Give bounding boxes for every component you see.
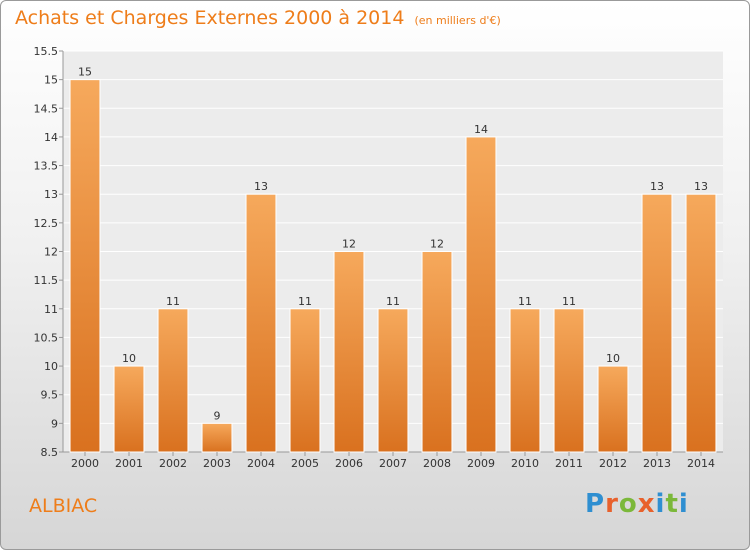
logo-letter: P: [585, 489, 606, 519]
x-tick-label: 2007: [379, 457, 407, 470]
bar: [465, 136, 497, 453]
bar-data-label: 12: [342, 238, 356, 251]
bar-data-label: 11: [166, 295, 180, 308]
bar: [553, 308, 585, 453]
bar-data-label: 13: [650, 180, 664, 193]
x-tick-label: 2001: [115, 457, 143, 470]
y-tick-label: 9: [51, 417, 58, 430]
y-tick-label: 12: [44, 246, 58, 259]
x-tick-label: 2004: [247, 457, 275, 470]
y-tick-label: 14.5: [34, 102, 59, 115]
x-tick-label: 2010: [511, 457, 539, 470]
bar: [201, 422, 233, 453]
y-tick-label: 15: [44, 74, 58, 87]
bar-data-label: 14: [474, 123, 488, 136]
y-tick-label: 11: [44, 303, 58, 316]
logo-letter: i: [678, 489, 689, 519]
x-tick-label: 2012: [599, 457, 627, 470]
bar-data-label: 13: [694, 180, 708, 193]
x-tick-label: 2014: [687, 457, 715, 470]
y-tick-label: 10: [44, 360, 58, 373]
chart-title-text: Achats et Charges Externes 2000 à 2014: [15, 7, 405, 29]
bar: [509, 308, 541, 453]
y-tick-label: 12.5: [34, 217, 59, 230]
logo-letter: o: [618, 489, 638, 519]
y-tick-label: 14: [44, 131, 58, 144]
bar-data-label: 11: [562, 295, 576, 308]
bar: [113, 365, 145, 453]
chart-title: Achats et Charges Externes 2000 à 2014 (e…: [15, 7, 501, 29]
bar: [641, 193, 673, 453]
y-tick-label: 8.5: [41, 446, 59, 459]
logo-letter: i: [655, 489, 666, 519]
bar-data-label: 10: [122, 352, 136, 365]
bar-data-label: 9: [214, 409, 221, 422]
y-tick-label: 11.5: [34, 274, 59, 287]
bar-data-label: 13: [254, 180, 268, 193]
x-tick-label: 2003: [203, 457, 231, 470]
bar-data-label: 11: [518, 295, 532, 308]
x-tick-label: 2009: [467, 457, 495, 470]
x-tick-label: 2005: [291, 457, 319, 470]
x-tick-label: 2002: [159, 457, 187, 470]
logo-letter: x: [637, 489, 656, 519]
commune-name: ALBIAC: [29, 495, 98, 517]
x-tick-label: 2011: [555, 457, 583, 470]
logo-letter: r: [605, 489, 619, 519]
x-tick-label: 2000: [71, 457, 99, 470]
y-tick-label: 13: [44, 188, 58, 201]
y-tick-label: 13.5: [34, 160, 59, 173]
x-tick-label: 2008: [423, 457, 451, 470]
x-tick-label: 2013: [643, 457, 671, 470]
x-tick-label: 2006: [335, 457, 363, 470]
bar: [421, 251, 453, 453]
bar-data-label: 12: [430, 238, 444, 251]
y-tick-label: 15.5: [34, 45, 59, 58]
bar-data-label: 15: [78, 66, 92, 79]
bar-data-label: 11: [386, 295, 400, 308]
bar: [69, 79, 101, 453]
bar: [245, 193, 277, 453]
bar: [289, 308, 321, 453]
y-tick-label: 10.5: [34, 331, 59, 344]
proxiti-logo: Proxiti: [585, 489, 689, 519]
chart-subtitle: (en milliers d'€): [414, 14, 501, 27]
bar: [377, 308, 409, 453]
logo-letter: t: [665, 489, 679, 519]
bar: [685, 193, 717, 453]
bar: [597, 365, 629, 453]
y-tick-label: 9.5: [41, 389, 59, 402]
bar-data-label: 11: [298, 295, 312, 308]
bar: [333, 251, 365, 453]
bar-data-label: 10: [606, 352, 620, 365]
bar: [157, 308, 189, 453]
